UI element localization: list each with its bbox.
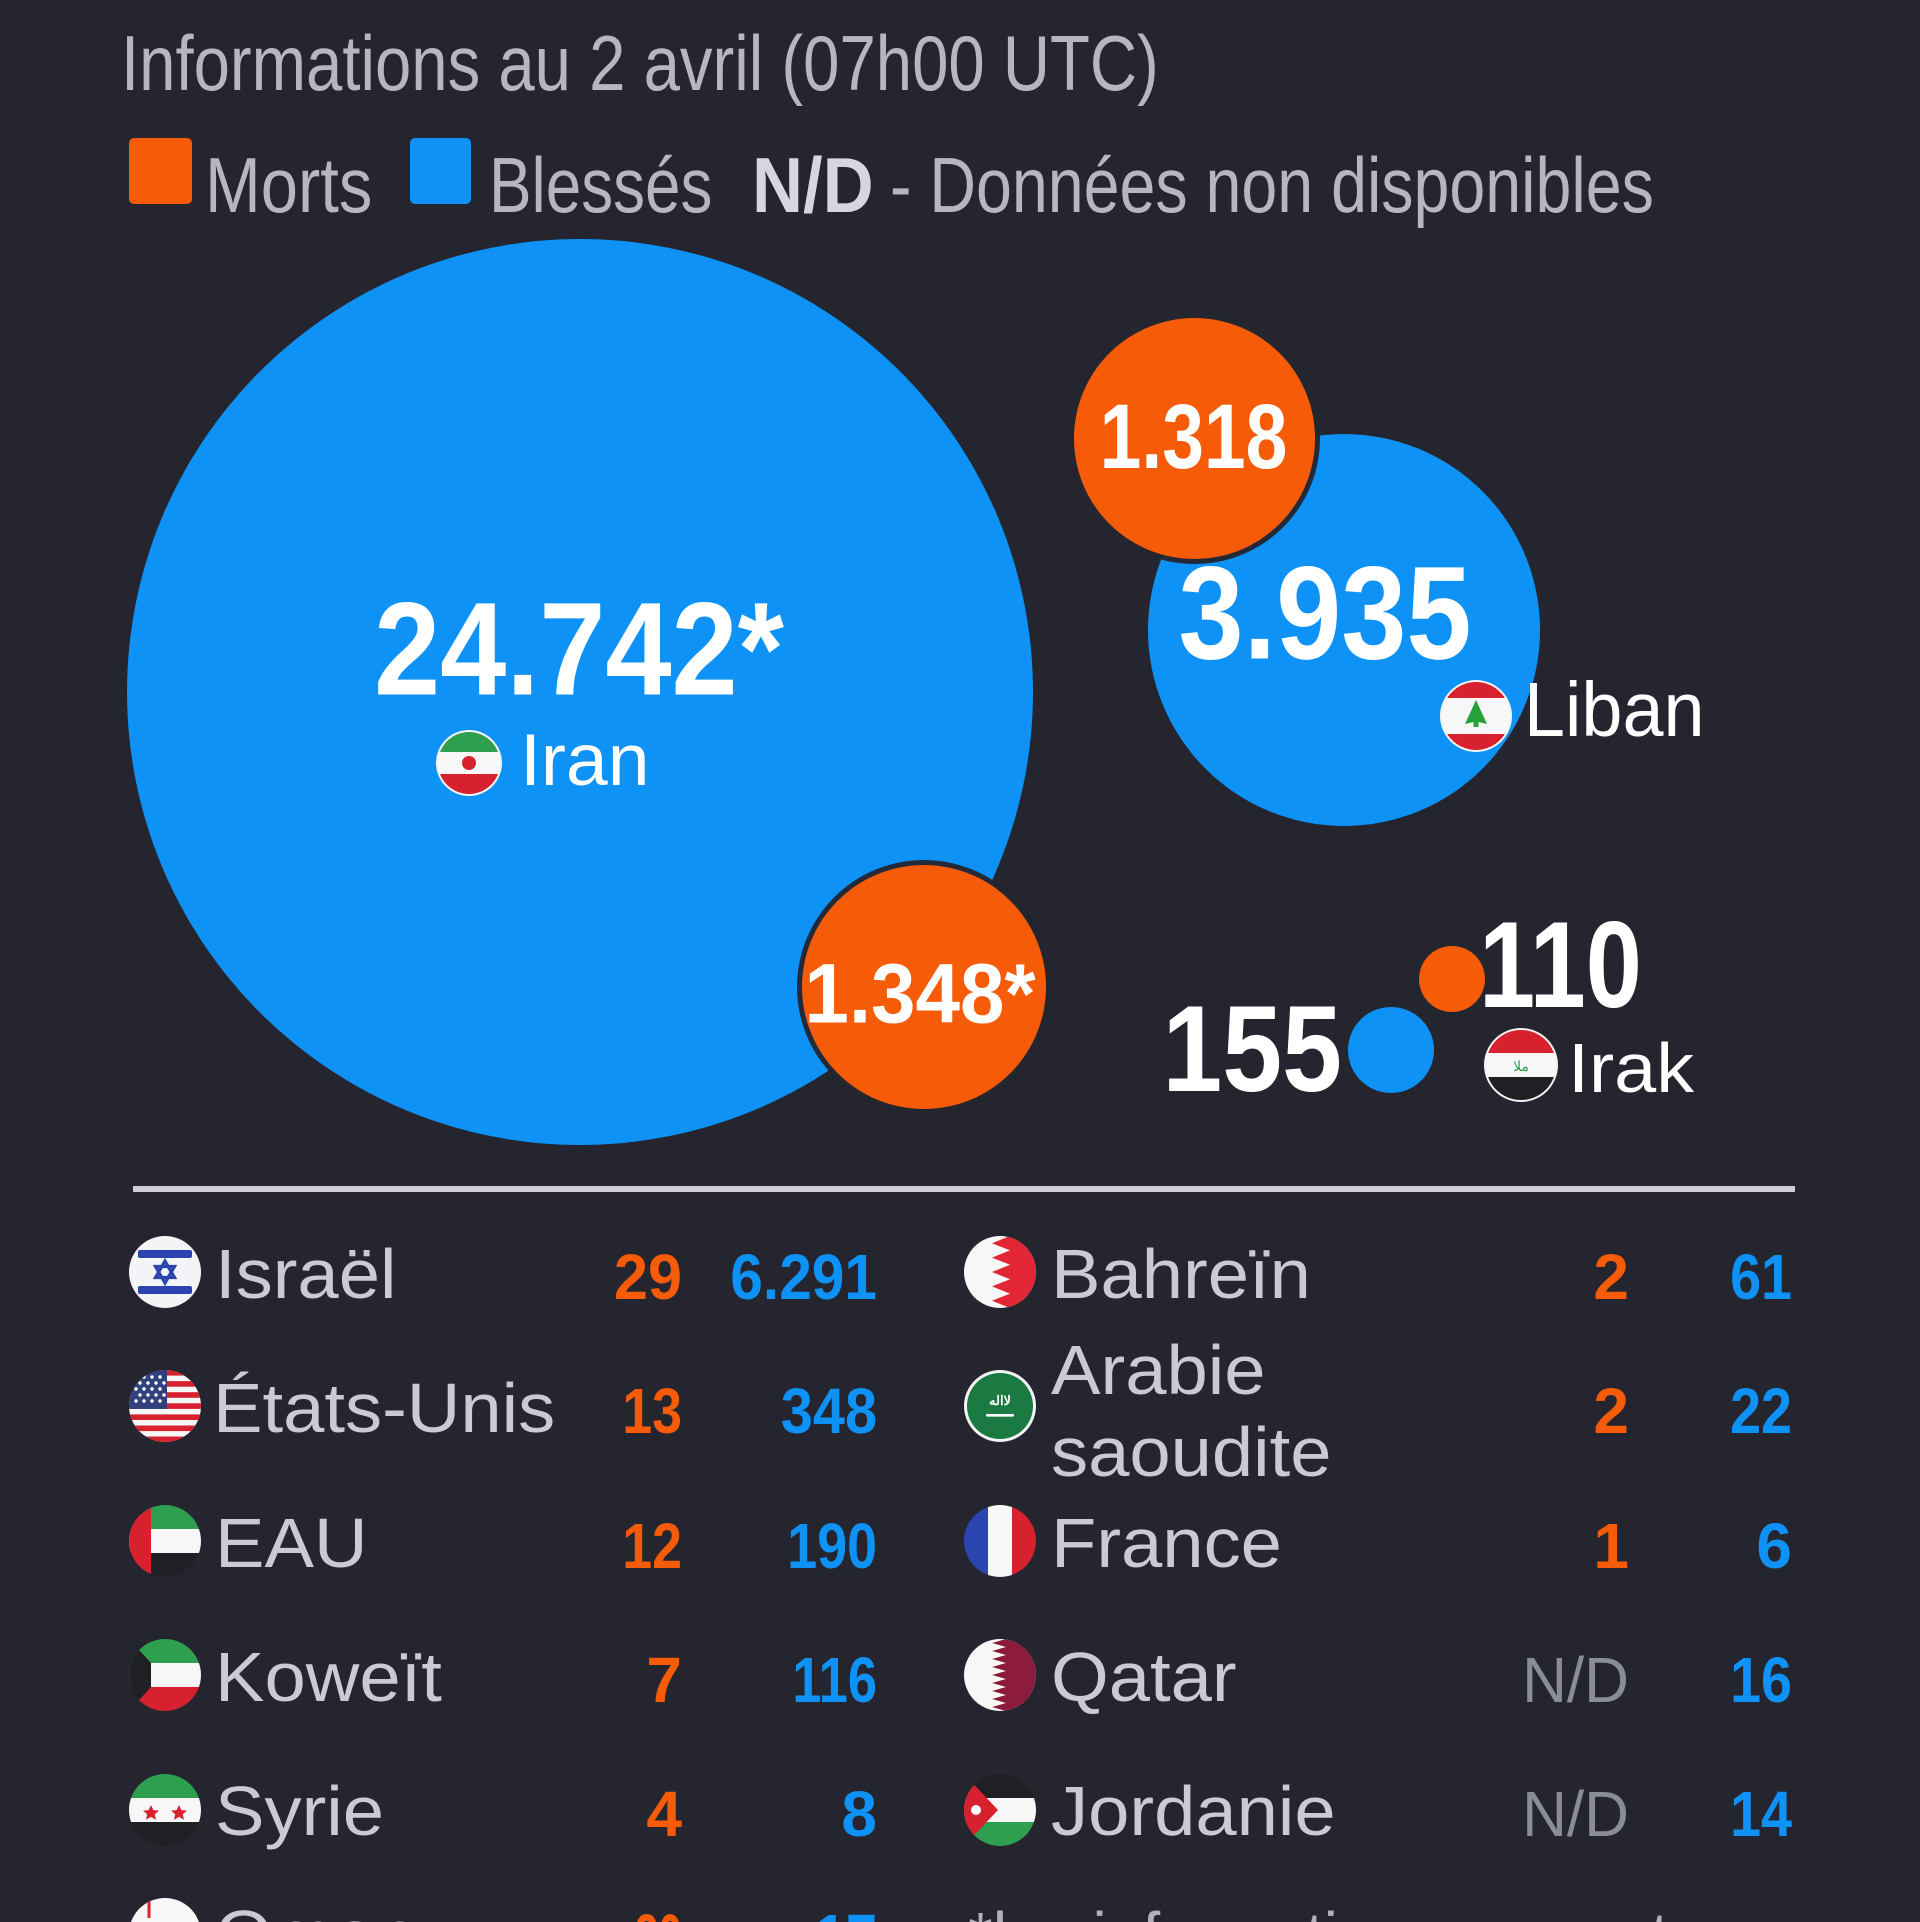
svg-text:ﻣﻠﺎ: ﻣﻠﺎ bbox=[1513, 1058, 1529, 1074]
svg-text:ﻟﺎاله: ﻟﺎاله bbox=[989, 1393, 1011, 1408]
